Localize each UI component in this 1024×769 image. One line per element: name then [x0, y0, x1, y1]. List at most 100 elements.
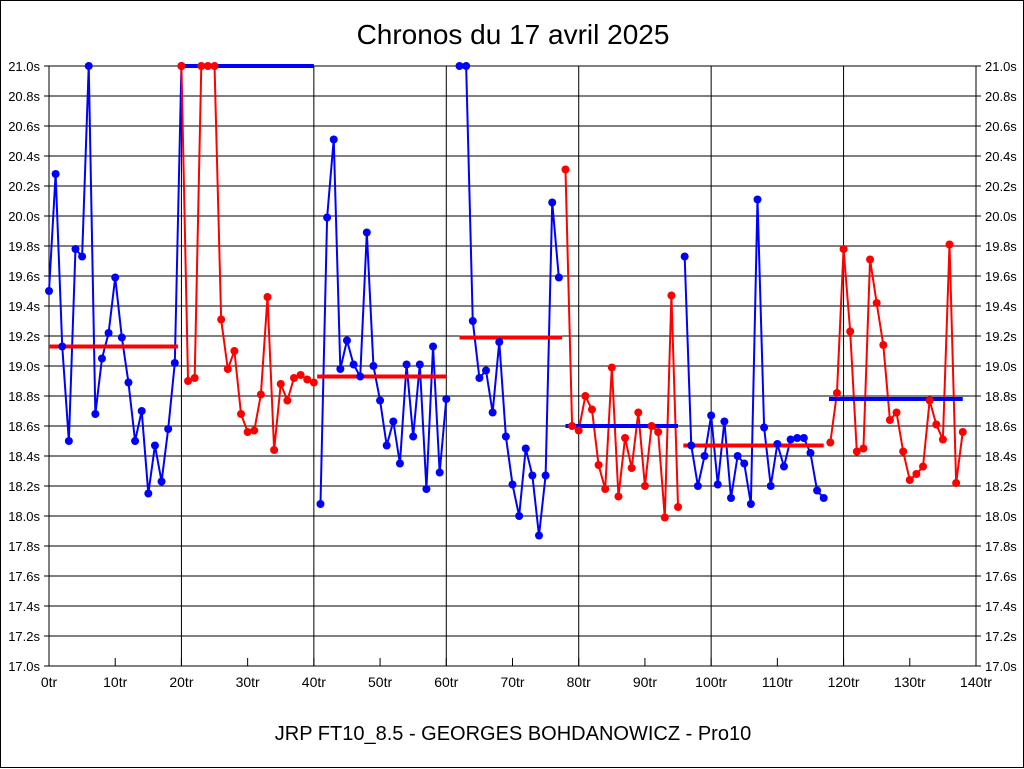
- y-axis-label-right: 20.2s: [985, 179, 1017, 194]
- stint-3-point: [409, 432, 418, 441]
- y-axis-label-right: 20.6s: [985, 119, 1017, 134]
- stint-1-point: [117, 333, 126, 342]
- stint-2-point: [276, 380, 285, 388]
- y-axis-label-right: 18.2s: [985, 479, 1017, 494]
- stint-2-line: [180, 65, 315, 451]
- y-axis-label-left: 18.8s: [8, 389, 40, 404]
- y-axis-label-right: 18.0s: [985, 509, 1017, 524]
- stint-7-point: [885, 416, 894, 424]
- stint-3-point: [349, 360, 358, 369]
- stint-7-point: [945, 240, 954, 249]
- stint-1-point: [84, 62, 93, 70]
- stint-2-point: [303, 375, 312, 384]
- x-axis-label: 90tr: [633, 674, 657, 690]
- stint-6-point: [786, 435, 795, 444]
- stint-2-point: [223, 365, 232, 373]
- stint-3-point: [316, 500, 325, 508]
- stint-2-point: [177, 62, 186, 70]
- stint-6-point: [819, 494, 828, 502]
- x-axis-label: 60tr: [434, 674, 458, 690]
- y-axis-label-left: 17.0s: [8, 659, 40, 674]
- stint-1-point: [51, 170, 60, 178]
- stint-1-point: [164, 425, 173, 433]
- stint-3-point: [342, 336, 351, 345]
- y-axis-label-left: 18.6s: [8, 419, 40, 434]
- stint-3-point: [389, 417, 398, 426]
- stint-3-point: [362, 228, 371, 237]
- stint-6-point: [707, 411, 716, 420]
- stint-6-point: [779, 462, 788, 471]
- stint-4-point: [475, 374, 484, 382]
- stint-5-point: [614, 492, 623, 501]
- stint-6-point: [693, 482, 702, 490]
- stint-3-point: [402, 360, 411, 369]
- stint-5-point: [674, 503, 683, 511]
- stint-7-point: [852, 447, 861, 456]
- stint-3-point: [442, 395, 451, 403]
- stint-6-point: [687, 441, 696, 450]
- stint-6-point: [753, 195, 762, 204]
- stint-6-point: [793, 434, 802, 442]
- stint-1-point: [91, 410, 100, 418]
- x-axis-label: 100tr: [695, 674, 727, 690]
- stint-3-line: [319, 139, 448, 505]
- stint-2-point: [270, 446, 279, 454]
- stint-6-point: [727, 494, 736, 502]
- stint-7-point: [859, 444, 868, 453]
- stint-6-point: [733, 452, 742, 460]
- stint-5-point: [594, 461, 603, 469]
- stint-1-point: [58, 342, 67, 351]
- y-axis-label-left: 17.4s: [8, 599, 40, 614]
- y-axis-label-right: 19.2s: [985, 329, 1017, 344]
- y-axis-label-left: 19.4s: [8, 299, 40, 314]
- stint-4-line: [459, 65, 560, 536]
- y-axis-label-left: 18.2s: [8, 479, 40, 494]
- stint-3-point: [382, 441, 391, 450]
- stint-5-point: [607, 363, 616, 372]
- y-axis-label-left: 18.0s: [8, 509, 40, 524]
- x-axis-label: 130tr: [894, 674, 926, 690]
- stint-7-point: [952, 479, 961, 487]
- stint-4-point: [468, 317, 477, 325]
- y-axis-label-right: 20.0s: [985, 209, 1017, 224]
- x-axis-label: 140tr: [960, 674, 992, 690]
- stint-5-point: [660, 513, 669, 522]
- stint-5-point: [634, 408, 643, 417]
- stint-7-point: [832, 389, 841, 397]
- stint-7-line: [829, 244, 964, 484]
- y-axis-label-right: 20.8s: [985, 89, 1017, 104]
- stint-7-point: [925, 396, 934, 405]
- stint-5-point: [627, 464, 636, 472]
- stint-3-point: [356, 372, 365, 381]
- stint-1-point: [111, 273, 120, 282]
- x-axis-label: 10tr: [103, 674, 127, 690]
- y-axis-label-right: 19.8s: [985, 239, 1017, 254]
- stint-6-point: [766, 482, 775, 490]
- stint-5-point: [601, 485, 610, 493]
- x-axis-label: 80tr: [567, 674, 591, 690]
- stint-5-point: [574, 426, 583, 435]
- stint-3-point: [369, 362, 378, 370]
- x-axis-label: 0tr: [41, 674, 58, 690]
- y-axis-label-right: 17.0s: [985, 659, 1017, 674]
- stint-5-point: [568, 422, 577, 430]
- stint-2-point: [256, 390, 265, 399]
- stint-2-point: [210, 62, 219, 70]
- stint-7-point: [899, 447, 908, 456]
- stint-2-point: [243, 428, 252, 436]
- x-axis-label: 50tr: [368, 674, 392, 690]
- stint-4-point: [534, 531, 543, 540]
- stint-3-point: [429, 342, 438, 351]
- stint-2-point: [283, 396, 292, 405]
- stint-4-point: [495, 338, 504, 346]
- stint-2-point: [190, 374, 199, 382]
- stint-4-point: [554, 273, 563, 282]
- y-axis-label-right: 19.4s: [985, 299, 1017, 314]
- stint-4-point: [455, 62, 464, 70]
- y-axis-label-right: 18.4s: [985, 449, 1017, 464]
- stint-6-point: [813, 486, 822, 495]
- stint-5-point: [654, 428, 663, 436]
- stint-1-point: [150, 441, 159, 450]
- stint-2-point: [217, 315, 226, 324]
- stint-6-point: [713, 480, 722, 489]
